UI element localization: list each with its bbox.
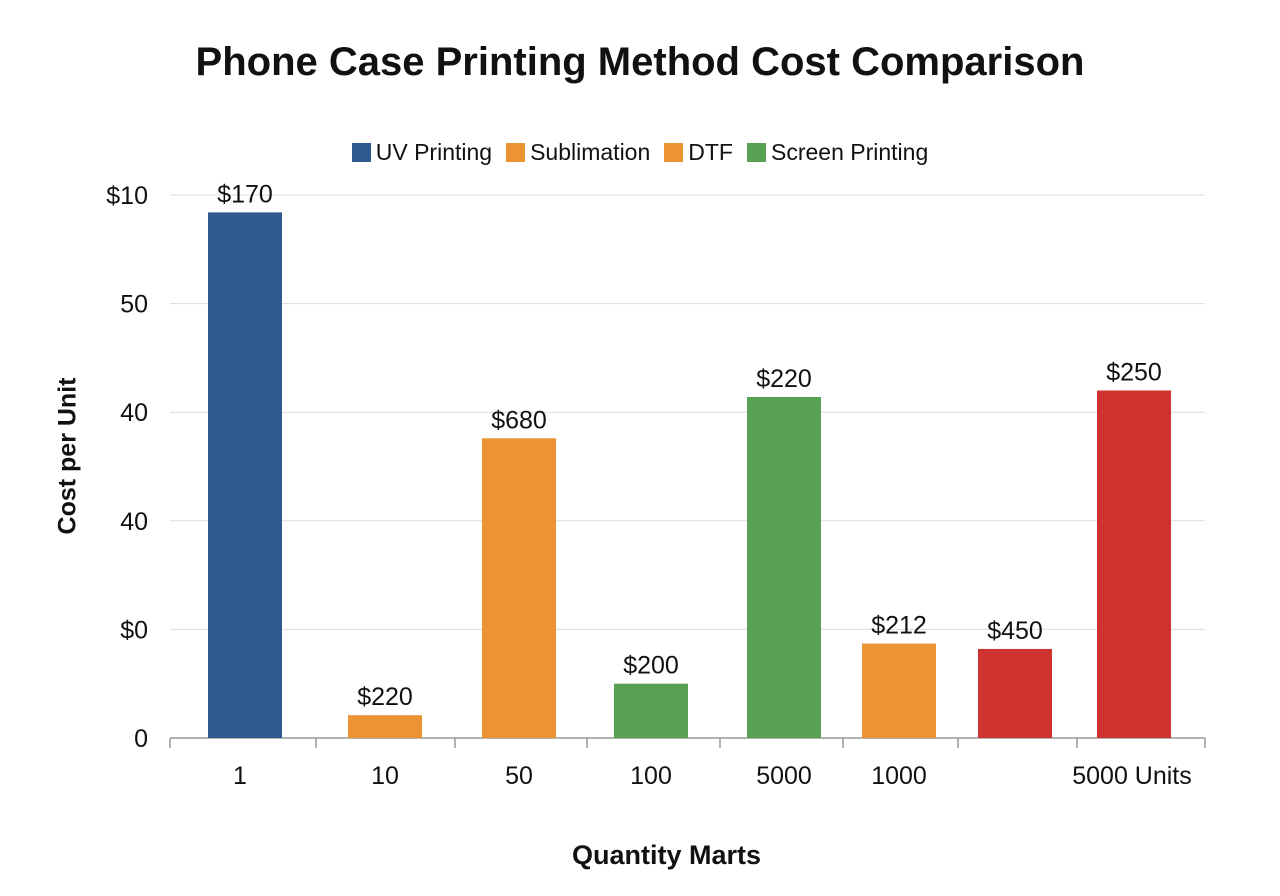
data-label: $680: [491, 406, 547, 434]
data-label: $220: [357, 683, 413, 711]
data-label: $212: [871, 612, 927, 640]
legend-swatch: [506, 143, 526, 162]
legend-label: Screen Printing: [770, 139, 929, 165]
data-label: $200: [623, 652, 679, 680]
data-label: $220: [756, 365, 812, 393]
bar: [482, 438, 556, 738]
data-label: $450: [987, 617, 1043, 645]
legend-swatch: [746, 143, 766, 162]
x-tick-label: 5000: [756, 762, 812, 790]
x-tick-label: 5000 Units: [1072, 762, 1192, 790]
legend-label: Sublimation: [530, 139, 651, 165]
bar: [747, 396, 821, 738]
x-tick-label: 100: [630, 762, 672, 790]
data-label: $250: [1106, 358, 1162, 386]
legend-label: DTF: [688, 139, 733, 165]
bar: [208, 212, 282, 739]
legend-label: UV Printing: [375, 139, 493, 165]
y-tick-label: $0: [120, 616, 148, 644]
x-axis-label: Quantity Marts: [571, 840, 762, 870]
legend-swatch: [664, 143, 684, 162]
bar: [348, 715, 422, 738]
legend-item: Sublimation: [506, 139, 650, 166]
legend-item: Screen Printing: [746, 139, 929, 166]
bar: [862, 643, 936, 738]
legend: UV Printing Sublimation DTF Screen Printing: [0, 139, 1280, 166]
y-tick-label: 40: [120, 399, 148, 427]
legend-item: DTF: [664, 139, 733, 166]
x-tick-label: 10: [371, 762, 399, 790]
y-tick-label: 0: [134, 725, 148, 753]
legend-swatch: [351, 143, 371, 162]
y-tick-label: 40: [120, 508, 148, 536]
bar: [614, 683, 688, 738]
bar: [1097, 390, 1171, 738]
legend-item: UV Printing: [351, 139, 493, 166]
x-tick-label: 1: [233, 762, 247, 790]
x-tick-label: 1000: [871, 762, 927, 790]
y-tick-label: 50: [120, 291, 148, 319]
y-tick-label: $10: [106, 182, 148, 210]
x-tick-label: 50: [505, 762, 533, 790]
bar: [978, 648, 1052, 738]
data-label: $170: [217, 180, 273, 208]
chart-title: Phone Case Printing Method Cost Comparis…: [195, 40, 1085, 84]
